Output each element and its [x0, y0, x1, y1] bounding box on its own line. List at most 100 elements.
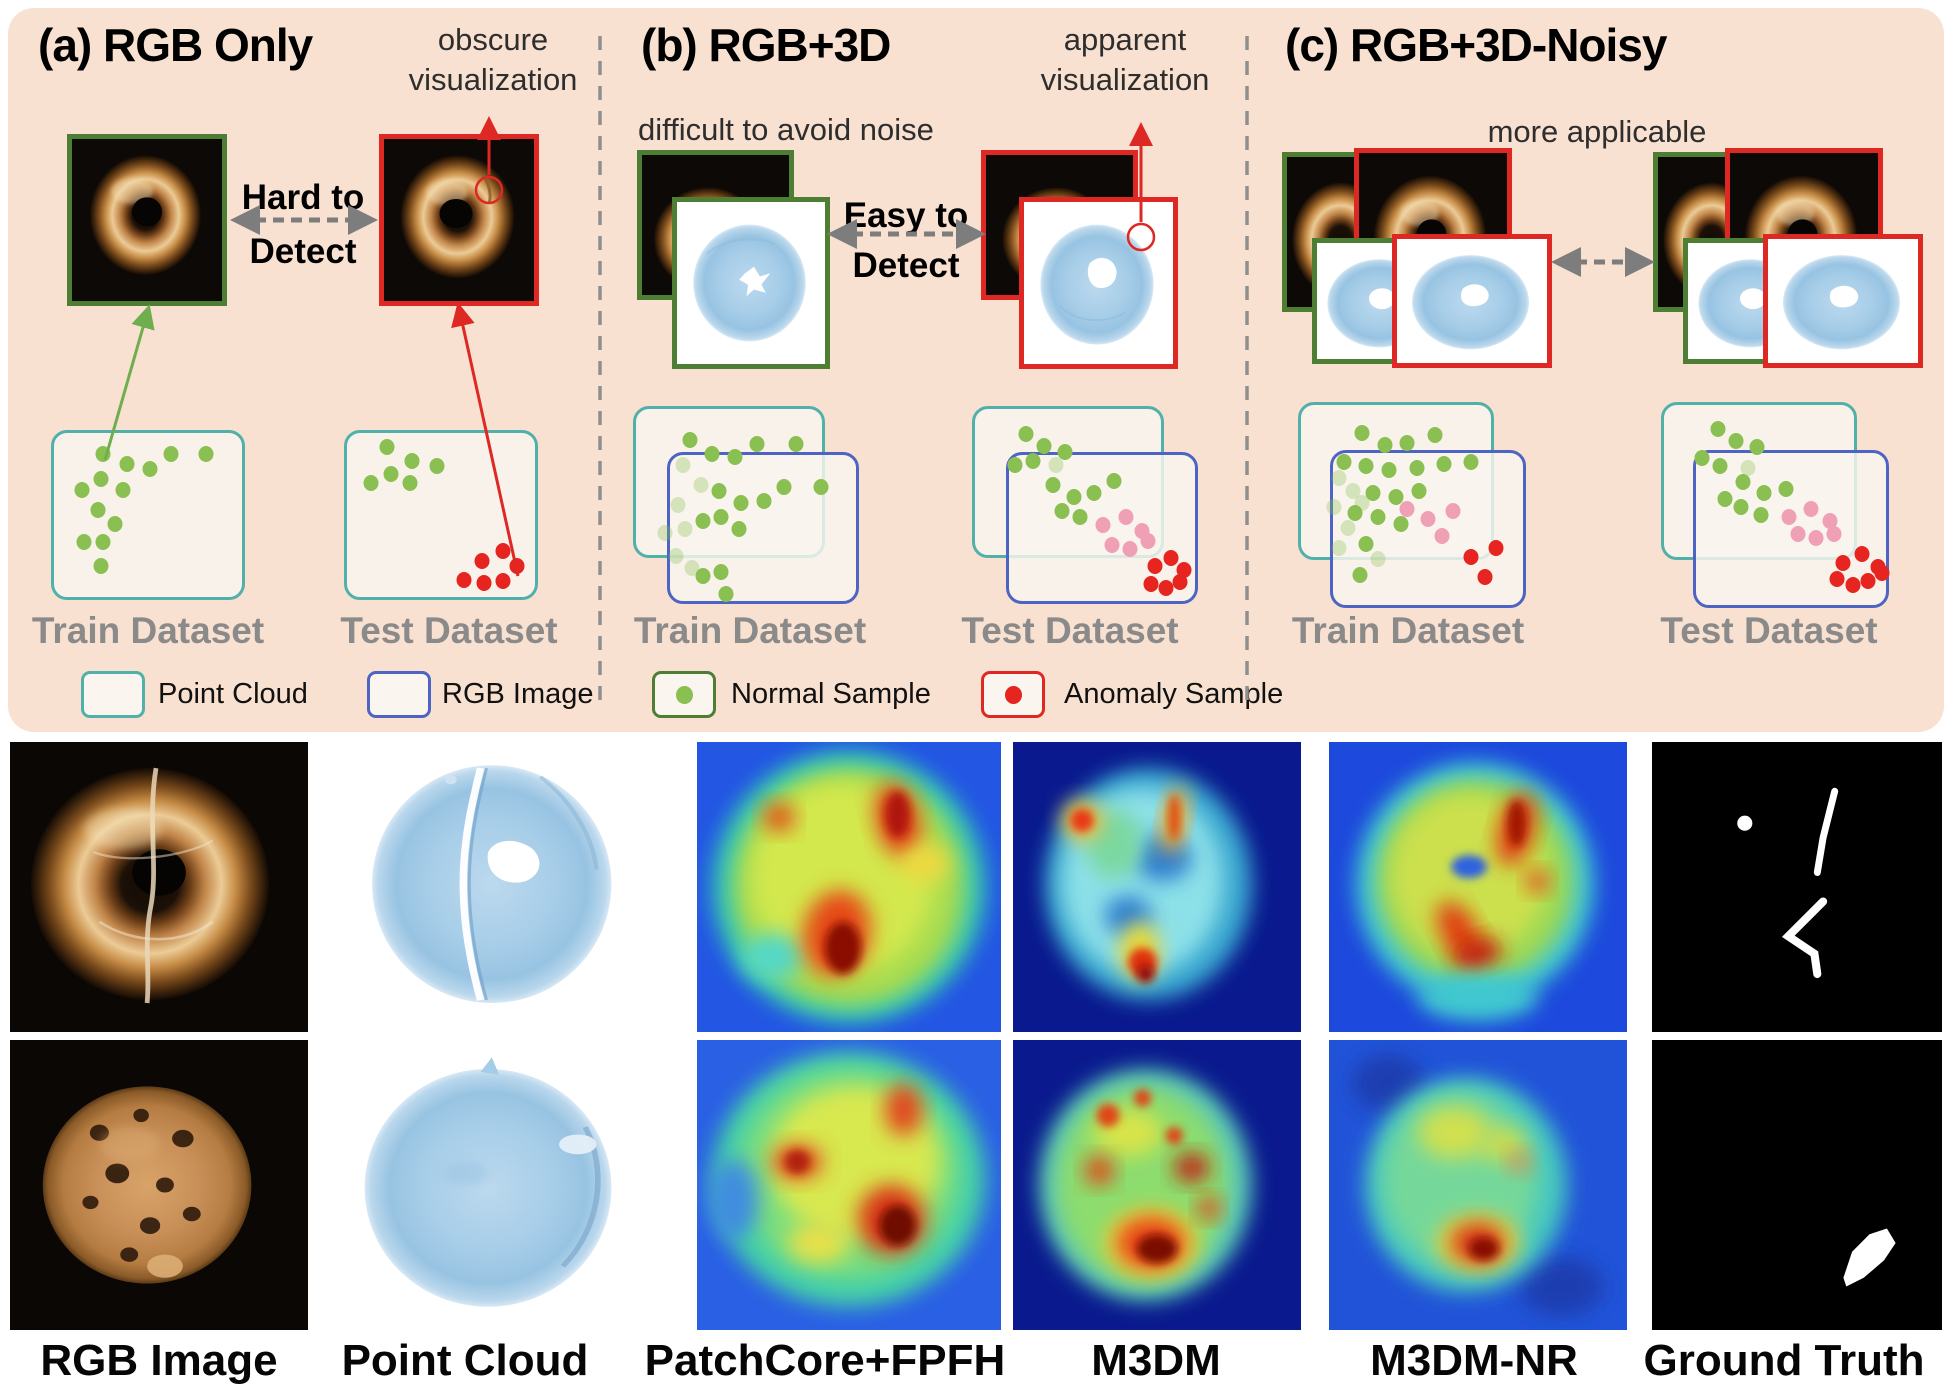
normal-sample-dot: [1710, 420, 1726, 437]
normal-sample-dot: [1045, 477, 1061, 494]
pointcloud-anomaly-illustration: [1397, 239, 1547, 363]
row2-m3dm-heatmap-cell: [1013, 1040, 1301, 1330]
normal-sample-dot: [1749, 439, 1765, 456]
anomaly-sample-dot: [1477, 569, 1493, 586]
faded-anomaly-sample-dot: [1803, 501, 1819, 518]
anomaly-sample-dot: [1147, 558, 1163, 575]
faded-anomaly-sample-dot: [1445, 503, 1461, 520]
normal-sample-dot: [1066, 489, 1082, 506]
normal-sample-dot: [1735, 474, 1751, 491]
panel-a-relation-line1: Hard to: [241, 178, 365, 217]
panel-b-annotation-line1: apparent: [1063, 22, 1187, 57]
normal-sample-dot: [695, 512, 711, 529]
normal-sample-dot: [731, 520, 747, 537]
anomaly-sample-dot: [1845, 577, 1861, 594]
normal-sample-dot: [402, 474, 418, 491]
panel-c-title: (c) RGB+3D-Noisy: [1285, 19, 1667, 71]
panel-b-train-label: Train Dataset: [633, 610, 867, 651]
bagel-anomaly-illustration: [384, 139, 534, 301]
normal-sample-dot: [383, 466, 399, 483]
faded-anomaly-sample-dot: [1808, 529, 1824, 546]
normal-sample-dot: [749, 435, 765, 452]
normal-sample-dot: [1365, 484, 1381, 501]
panel-c-train-label: Train Dataset: [1291, 610, 1525, 651]
normal-sample-dot: [95, 445, 111, 462]
normal-sample-dot: [711, 483, 727, 500]
panel-c-test-pointcloud-anomaly: [1763, 234, 1923, 368]
anomaly-sample-dot-icon: [1004, 685, 1022, 704]
normal-sample-dot: [76, 534, 92, 551]
legend-anomaly-sample-label: Anomaly Sample: [1064, 678, 1284, 710]
faded-anomaly-sample-dot: [1140, 532, 1156, 549]
normal-sample-dot: [1086, 485, 1102, 502]
column-label-m3dm-nr: M3DM-NR: [1370, 1336, 1578, 1385]
anomaly-sample-dot: [1488, 540, 1504, 557]
faded-anomaly-sample-dot: [1790, 525, 1806, 542]
normal-sample-dot: [1336, 453, 1352, 470]
normal-sample-dot: [1393, 515, 1409, 532]
legend-point-cloud-swatch: [81, 671, 145, 718]
faded-anomaly-sample-dot: [1104, 536, 1120, 553]
normal-sample-dot: [1717, 490, 1733, 507]
anomaly-sample-dot: [1860, 573, 1876, 590]
normal-sample-dot: [1057, 443, 1073, 460]
normal-sample-dot: [1381, 461, 1397, 478]
legend-normal-sample-label: Normal Sample: [731, 678, 931, 710]
legend-rgb-image-label: RGB Image: [442, 678, 594, 710]
anomaly-sample-dot: [495, 573, 511, 590]
cookie-point-cloud-render: [316, 1040, 690, 1330]
normal-sample-dot: [776, 479, 792, 496]
panel-b-annotation: apparent visualization: [1020, 20, 1230, 100]
cookie-rgb-photo: [10, 1040, 308, 1330]
anomaly-sample-dot: [1854, 546, 1870, 563]
normal-sample-dot: [682, 431, 697, 448]
normal-sample-dot: [1377, 437, 1393, 454]
faded-normal-sample-dot: [1345, 482, 1361, 499]
anomaly-sample-dot: [1163, 550, 1179, 567]
normal-sample-dot: [93, 471, 109, 488]
panel-b-title: (b) RGB+3D: [641, 19, 891, 71]
panel-b-train-pointcloud-image: [672, 197, 830, 369]
row1-rgb-image-cell: [10, 742, 308, 1032]
normal-sample-dot: [1106, 473, 1122, 490]
normal-sample-dot: [713, 508, 729, 525]
normal-sample-dot-icon: [675, 685, 693, 704]
panel-b-train-dots: [633, 406, 859, 604]
column-label-ground-truth: Ground Truth: [1643, 1336, 1925, 1385]
faded-normal-sample-dot: [1331, 470, 1347, 487]
normal-sample-dot: [727, 449, 743, 466]
ground-truth-mask: [1652, 1040, 1942, 1330]
normal-sample-dot: [1728, 433, 1744, 450]
column-label-patchcore-fpfh: PatchCore+FPFH: [644, 1336, 1006, 1385]
legend-anomaly-sample-swatch: [981, 671, 1045, 718]
faded-normal-sample-dot: [1740, 459, 1756, 476]
panel-c-train-dots: [1298, 402, 1526, 608]
normal-sample-dot: [1409, 459, 1425, 476]
normal-sample-dot: [1427, 426, 1443, 443]
row1-point-cloud-cell: [316, 742, 690, 1032]
panel-b-relation-line1: Easy to: [843, 196, 969, 235]
normal-sample-dot: [198, 445, 214, 462]
normal-sample-dot: [1411, 482, 1427, 499]
panel-b-subtitle: difficult to avoid noise: [638, 112, 934, 147]
normal-sample-dot: [756, 493, 772, 510]
normal-sample-dot: [1756, 484, 1772, 501]
faded-anomaly-sample-dot: [1420, 511, 1436, 528]
row1-patchcore-heatmap-cell: [697, 742, 1001, 1032]
column-label-rgb-image: RGB Image: [40, 1336, 278, 1385]
normal-sample-dot: [429, 457, 445, 474]
anomaly-sample-dot: [1463, 548, 1479, 565]
normal-sample-dot: [695, 568, 711, 585]
schematic-panel: (a) RGB Only obscure visualization (b) R…: [8, 8, 1944, 732]
normal-sample-dot: [1007, 457, 1023, 474]
legend-rgb-image-swatch: [367, 671, 431, 718]
anomaly-sample-dot: [1158, 580, 1174, 597]
faded-anomaly-sample-dot: [1822, 513, 1838, 530]
anomaly-sample-dot: [1829, 571, 1845, 588]
normal-sample-dot: [1072, 508, 1088, 525]
normal-sample-dot: [163, 445, 179, 462]
m3dm-nr-heatmap: [1329, 742, 1627, 1032]
normal-sample-dot: [404, 452, 420, 469]
anomaly-sample-dot: [509, 558, 525, 574]
